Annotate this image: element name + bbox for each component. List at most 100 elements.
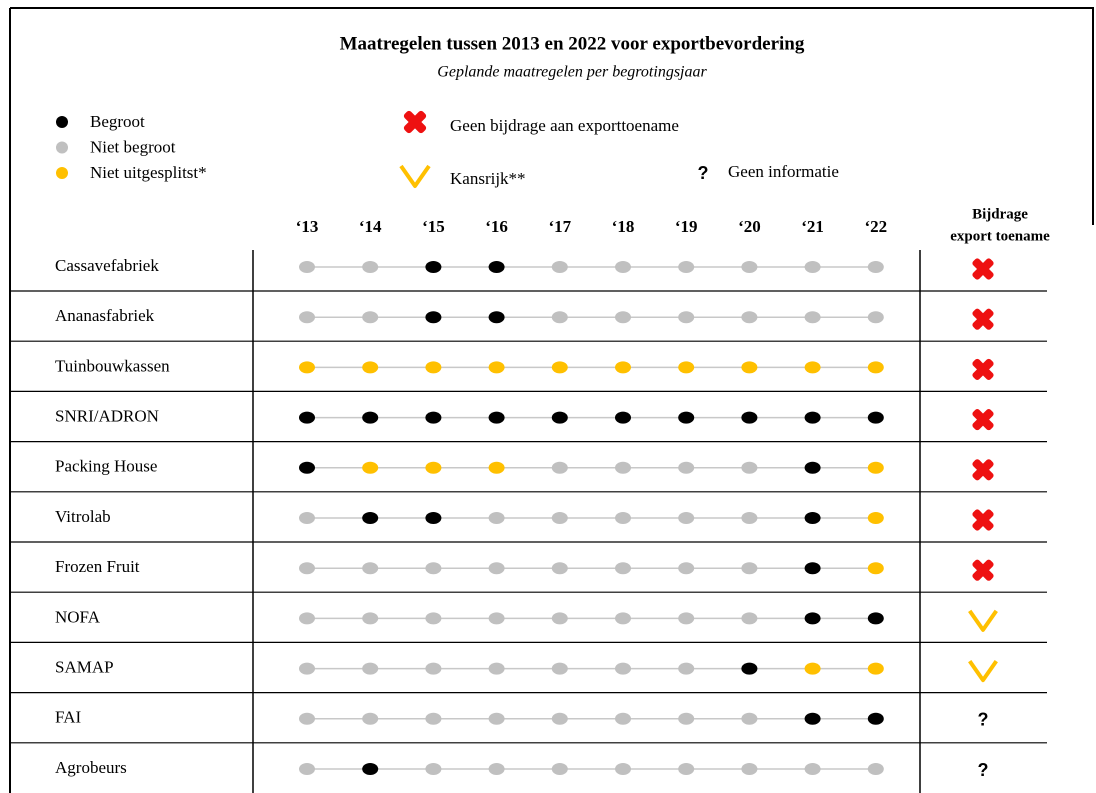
status-dot bbox=[299, 311, 315, 324]
cross-icon bbox=[972, 358, 994, 380]
status-dot bbox=[425, 662, 442, 675]
status-dot bbox=[488, 361, 505, 374]
status-dot bbox=[488, 612, 505, 625]
status-dot bbox=[804, 512, 821, 524]
status-dot bbox=[615, 662, 631, 675]
status-dot bbox=[425, 512, 442, 524]
status-dot bbox=[804, 361, 821, 374]
status-dot bbox=[615, 712, 631, 725]
year-header: ‘15 bbox=[422, 217, 445, 236]
status-dot bbox=[741, 361, 758, 374]
status-dot bbox=[678, 411, 695, 424]
status-dot bbox=[425, 763, 442, 775]
cross-icon bbox=[972, 459, 994, 481]
status-dot bbox=[299, 612, 315, 625]
status-dot bbox=[615, 562, 631, 575]
contribution-header: export toename bbox=[950, 228, 1050, 244]
status-dot bbox=[678, 512, 695, 524]
status-dot bbox=[615, 411, 631, 424]
year-header: ‘22 bbox=[864, 217, 887, 236]
legend-label: Niet begroot bbox=[90, 137, 176, 156]
status-dot bbox=[362, 512, 379, 524]
check-icon bbox=[968, 659, 998, 683]
status-dot bbox=[741, 461, 758, 474]
status-dot bbox=[299, 562, 315, 575]
status-dot bbox=[678, 763, 695, 775]
question-icon: ? bbox=[978, 710, 989, 730]
status-dot bbox=[299, 662, 315, 675]
legend-label: Niet uitgesplitst* bbox=[90, 163, 207, 182]
status-dot bbox=[299, 712, 315, 725]
legend-label: Kansrijk** bbox=[450, 169, 526, 188]
status-dot bbox=[362, 612, 379, 625]
status-dot bbox=[362, 311, 379, 324]
row-label: Tuinbouwkassen bbox=[55, 356, 170, 375]
status-dot bbox=[551, 461, 568, 474]
status-dot bbox=[551, 712, 568, 725]
status-dot bbox=[551, 261, 568, 273]
legend-dot bbox=[56, 167, 68, 179]
status-dot bbox=[299, 512, 315, 524]
status-dot bbox=[362, 763, 379, 775]
status-dot bbox=[867, 712, 884, 725]
year-header: ‘19 bbox=[675, 217, 698, 236]
status-dot bbox=[551, 512, 568, 524]
status-dot bbox=[362, 361, 379, 374]
status-dot bbox=[615, 763, 631, 775]
status-dot bbox=[425, 712, 442, 725]
status-dot bbox=[741, 411, 758, 424]
status-dot bbox=[741, 612, 758, 625]
status-dot bbox=[362, 461, 379, 474]
status-dot bbox=[615, 612, 631, 625]
status-dot bbox=[551, 612, 568, 625]
status-dot bbox=[741, 712, 758, 725]
status-dot bbox=[299, 261, 315, 273]
status-dot bbox=[741, 562, 758, 575]
status-dot bbox=[488, 411, 505, 424]
row-label: NOFA bbox=[55, 607, 101, 626]
status-dot bbox=[299, 411, 315, 424]
row-label: FAI bbox=[55, 708, 81, 727]
status-dot bbox=[804, 311, 821, 324]
status-dot bbox=[488, 712, 505, 725]
row-label: SNRI/ADRON bbox=[55, 407, 159, 426]
status-dot bbox=[678, 562, 695, 575]
row-label: Packing House bbox=[55, 457, 157, 476]
status-dot bbox=[488, 662, 505, 675]
status-dot bbox=[425, 461, 442, 474]
cross-icon bbox=[972, 258, 994, 280]
status-dot bbox=[804, 612, 821, 625]
status-dot bbox=[425, 261, 442, 273]
status-dot bbox=[678, 261, 695, 273]
legend-label: Geen bijdrage aan exporttoename bbox=[450, 116, 679, 135]
cross-icon bbox=[972, 509, 994, 531]
question-icon: ? bbox=[978, 760, 989, 780]
year-header: ‘16 bbox=[485, 217, 508, 236]
contribution-header: Bijdrage bbox=[972, 206, 1028, 222]
status-dot bbox=[551, 361, 568, 374]
status-dot bbox=[867, 461, 884, 474]
status-dot bbox=[362, 662, 379, 675]
title: Maatregelen tussen 2013 en 2022 voor exp… bbox=[340, 33, 805, 54]
status-dot bbox=[867, 763, 884, 775]
status-dot bbox=[867, 612, 884, 625]
status-dot bbox=[551, 662, 568, 675]
year-header: ‘17 bbox=[548, 217, 571, 236]
legend-label: Geen informatie bbox=[728, 162, 839, 181]
status-dot bbox=[362, 562, 379, 575]
year-header: ‘21 bbox=[801, 217, 824, 236]
status-dot bbox=[741, 311, 758, 324]
check-icon bbox=[968, 609, 998, 632]
status-dot bbox=[678, 311, 695, 324]
status-dot bbox=[425, 311, 442, 324]
status-dot bbox=[488, 562, 505, 575]
legend-dot bbox=[56, 141, 68, 154]
status-dot bbox=[867, 662, 884, 675]
legend-dot bbox=[56, 116, 68, 128]
status-dot bbox=[615, 361, 631, 374]
status-dot bbox=[425, 411, 442, 424]
status-dot bbox=[551, 411, 568, 424]
status-dot bbox=[362, 411, 379, 424]
cross-icon bbox=[972, 308, 994, 330]
status-dot bbox=[741, 261, 758, 273]
